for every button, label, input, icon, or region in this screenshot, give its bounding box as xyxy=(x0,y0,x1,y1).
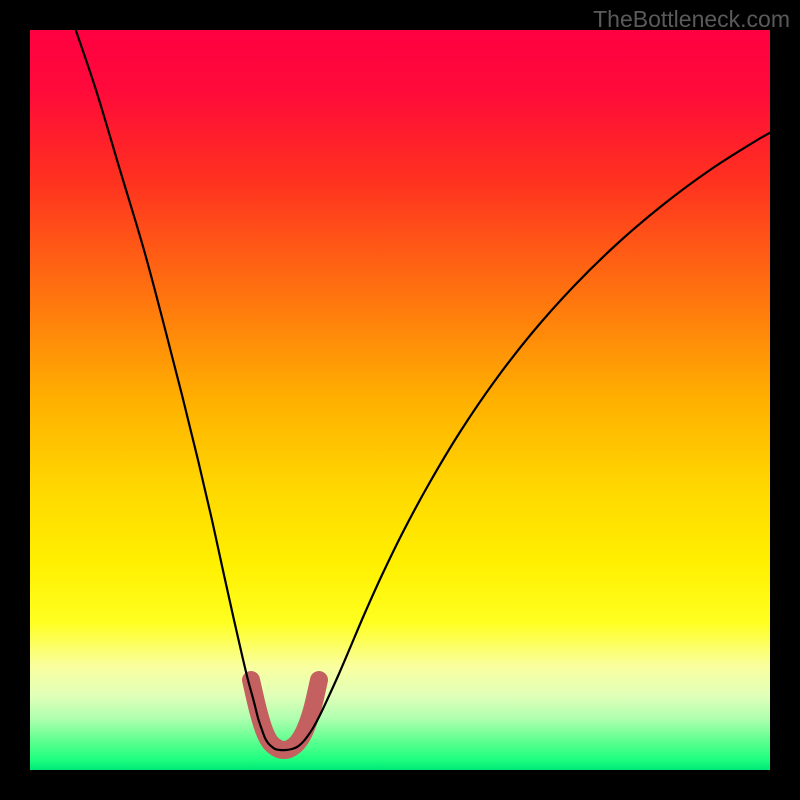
chart-frame: TheBottleneck.com xyxy=(0,0,800,800)
plot-background xyxy=(30,30,770,770)
watermark-text: TheBottleneck.com xyxy=(593,6,790,33)
bottleneck-chart xyxy=(0,0,800,800)
